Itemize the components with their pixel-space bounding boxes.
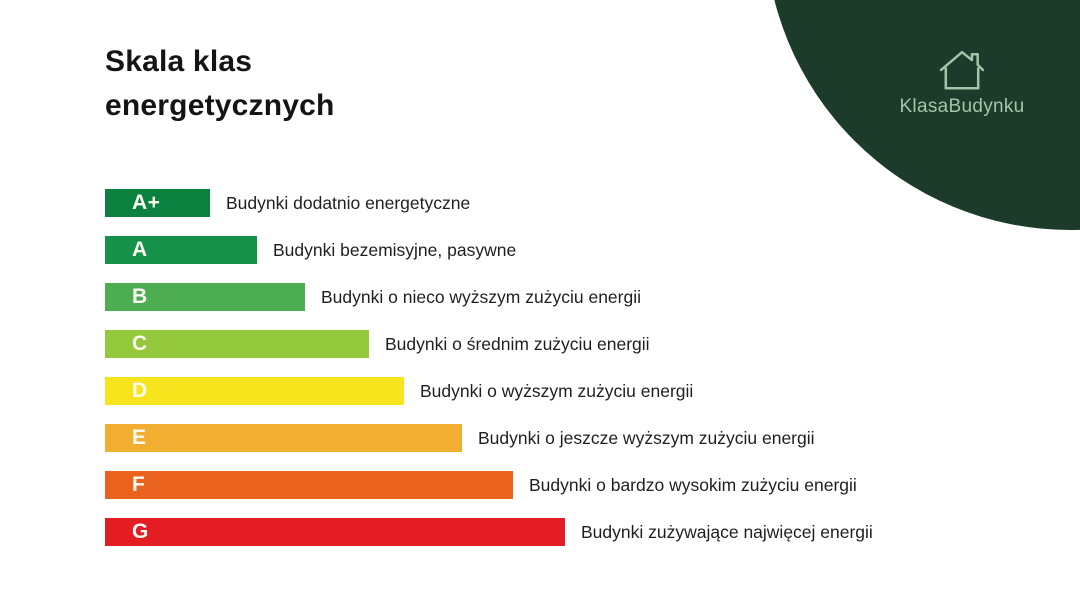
energy-class-bar: F <box>105 471 513 499</box>
energy-class-letter: A <box>132 238 148 261</box>
energy-class-letter: B <box>132 285 148 308</box>
energy-class-letter: D <box>132 379 148 402</box>
house-outline-icon <box>936 48 988 94</box>
energy-class-bar: G <box>105 518 565 546</box>
energy-class-bar: C <box>105 330 369 358</box>
energy-class-bar: A+ <box>105 189 210 217</box>
energy-class-letter: C <box>132 332 148 355</box>
energy-class-bar: A <box>105 236 257 264</box>
energy-class-description: Budynki o nieco wyższym zużyciu energii <box>321 286 641 307</box>
scale-row-d: D Budynki o wyższym zużyciu energii <box>105 377 873 405</box>
page-title-line1: Skala klas <box>105 45 253 78</box>
page-title: Skala klas energetycznych <box>105 40 335 128</box>
energy-class-bar: B <box>105 283 305 311</box>
scale-row-e: E Budynki o jeszcze wyższym zużyciu energ… <box>105 424 873 452</box>
scale-row-c: C Budynki o średnim zużyciu energii <box>105 330 873 358</box>
energy-class-description: Budynki o bardzo wysokim zużyciu energii <box>529 474 857 495</box>
scale-row-f: F Budynki o bardzo wysokim zużyciu energi… <box>105 471 873 499</box>
energy-class-description: Budynki o wyższym zużyciu energii <box>420 380 694 401</box>
brand-name: KlasaBudynku <box>899 96 1025 117</box>
energy-class-description: Budynki dodatnio energetyczne <box>226 192 471 213</box>
scale-row-aplus: A+ Budynki dodatnio energetyczne <box>105 189 873 217</box>
scale-row-g: G Budynki zużywające najwięcej energii <box>105 518 873 546</box>
energy-class-letter: A+ <box>132 191 161 214</box>
page-title-line2: energetycznych <box>105 89 335 122</box>
energy-class-description: Budynki bezemisyjne, pasywne <box>273 239 517 260</box>
scale-row-a: A Budynki bezemisyjne, pasywne <box>105 236 873 264</box>
energy-class-bar: D <box>105 377 404 405</box>
scale-row-b: B Budynki o nieco wyższym zużyciu energii <box>105 283 873 311</box>
energy-class-scale: A+ Budynki dodatnio energetyczne A Budynki … <box>105 189 873 565</box>
energy-class-description: Budynki o średnim zużyciu energii <box>385 333 650 354</box>
energy-class-letter: F <box>132 473 146 496</box>
energy-class-description: Budynki zużywające najwięcej energii <box>581 521 873 542</box>
brand-logo: KlasaBudynku <box>892 48 1032 118</box>
energy-class-bar: E <box>105 424 462 452</box>
energy-class-letter: E <box>132 426 147 449</box>
energy-class-letter: G <box>132 520 149 543</box>
energy-class-description: Budynki o jeszcze wyższym zużyciu energi… <box>478 427 815 448</box>
